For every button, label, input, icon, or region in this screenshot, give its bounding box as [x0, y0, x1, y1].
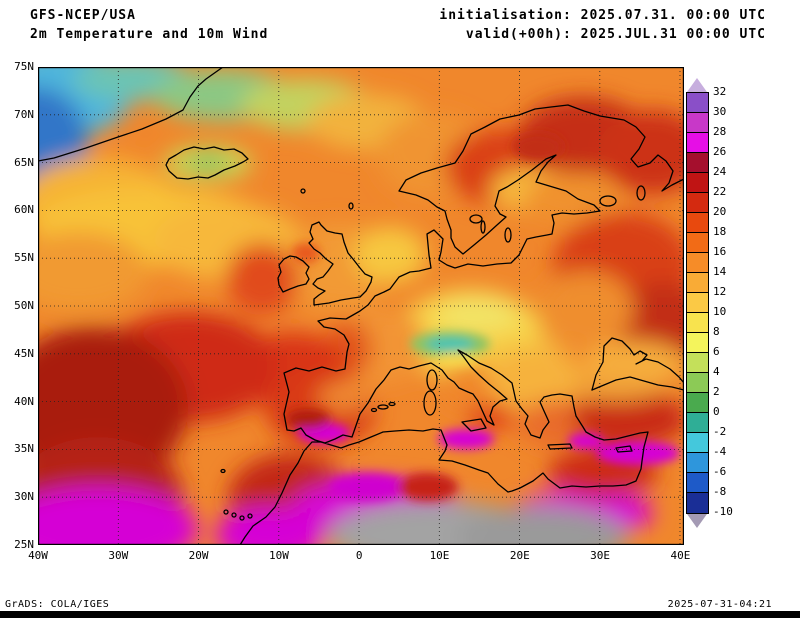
valid-time-label: valid(+00h): 2025.JUL.31 00:00 UTC — [465, 27, 766, 42]
creation-timestamp: 2025-07-31-04:21 — [667, 599, 772, 610]
colorbar-segment — [687, 233, 708, 253]
colorbar-label: 24 — [713, 165, 727, 178]
lon-label: 40E — [670, 549, 691, 562]
colorbar-label: 10 — [713, 305, 727, 318]
colorbar-label: -6 — [713, 465, 727, 478]
lat-label: 25N — [14, 538, 34, 551]
colorbar-label: 20 — [713, 205, 727, 218]
lon-label: 10W — [268, 549, 289, 562]
colorbar-segment — [687, 193, 708, 213]
colorbar-segment — [687, 273, 708, 293]
colorbar-segment — [687, 373, 708, 393]
colorbar-segment — [687, 453, 708, 473]
colorbar-segment — [687, 293, 708, 313]
lat-label: 60N — [14, 203, 34, 217]
map-canvas — [37, 66, 685, 546]
colorbar-segment — [687, 473, 708, 493]
colorbar-label: 30 — [713, 105, 727, 118]
colorbar-label: 16 — [713, 245, 727, 258]
lat-label: 30N — [14, 490, 34, 504]
init-time-label: initialisation: 2025.07.31. 00:00 UTC — [439, 8, 766, 23]
europe-temperature-map — [37, 66, 685, 546]
coastlines — [38, 67, 684, 545]
colorbar-segment — [687, 433, 708, 453]
bottom-bar — [0, 611, 800, 618]
lon-label: 30E — [590, 549, 611, 562]
colorbar-label: -4 — [713, 445, 727, 458]
colorbar-segment — [687, 173, 708, 193]
colorbar-segment — [687, 393, 708, 413]
colorbar-segments — [686, 92, 709, 514]
colorbar-segment — [687, 113, 708, 133]
colorbar-label: 6 — [713, 345, 720, 358]
colorbar-segment — [687, 213, 708, 233]
colorbar-label: 28 — [713, 125, 727, 138]
colorbar-arrow-up — [687, 78, 707, 92]
colorbar-label: -2 — [713, 425, 727, 438]
lat-label: 35N — [14, 442, 34, 456]
colorbar-label: 0 — [713, 405, 720, 418]
product-title: 2m Temperature and 10m Wind — [30, 27, 269, 42]
colorbar-label: -10 — [713, 505, 733, 518]
lat-label: 65N — [14, 155, 34, 169]
colorbar-label: 32 — [713, 85, 727, 98]
lat-label: 45N — [14, 346, 34, 360]
colorbar-segment — [687, 353, 708, 373]
lon-label: 20W — [188, 549, 209, 562]
map-frame — [37, 66, 685, 546]
colorbar-segment — [687, 313, 708, 333]
colorbar-label: 22 — [713, 185, 727, 198]
colorbar-segment — [687, 413, 708, 433]
colorbar-label: 14 — [713, 265, 727, 278]
lat-label: 40N — [14, 394, 34, 408]
colorbar-segment — [687, 93, 708, 113]
lat-label: 55N — [14, 251, 34, 265]
temperature-field-details — [286, 133, 680, 501]
colorbar-segment — [687, 133, 708, 153]
colorbar-segment — [687, 153, 708, 173]
colorbar — [686, 78, 709, 528]
colorbar-label: 8 — [713, 325, 720, 338]
lat-label: 70N — [14, 107, 34, 121]
lon-label: 30W — [108, 549, 129, 562]
lon-label: 10E — [429, 549, 450, 562]
colorbar-segment — [687, 333, 708, 353]
model-title: GFS-NCEP/USA — [30, 8, 136, 23]
colorbar-label: 12 — [713, 285, 727, 298]
colorbar-label: 2 — [713, 385, 720, 398]
lat-label: 50N — [14, 299, 34, 312]
colorbar-label: 18 — [713, 225, 727, 238]
colorbar-label: -8 — [713, 485, 727, 498]
lon-label: 0 — [355, 549, 363, 562]
colorbar-label: 4 — [713, 365, 720, 378]
lon-label: 40W — [28, 549, 48, 562]
colorbar-label: 26 — [713, 145, 727, 158]
colorbar-segment — [687, 493, 708, 513]
grads-credit: GrADS: COLA/IGES — [5, 599, 110, 610]
lon-label: 20E — [509, 549, 530, 562]
lat-label: 75N — [14, 60, 34, 73]
colorbar-arrow-down — [687, 514, 707, 528]
colorbar-segment — [687, 253, 708, 273]
